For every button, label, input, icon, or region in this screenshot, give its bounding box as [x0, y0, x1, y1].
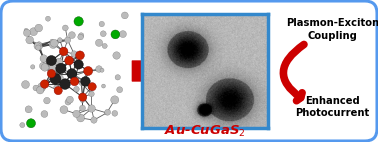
- Point: [76, 63, 82, 66]
- Polygon shape: [132, 49, 163, 93]
- Point: [39, 87, 45, 89]
- Point: [42, 113, 48, 115]
- Point: [51, 78, 57, 80]
- Point: [91, 119, 97, 121]
- Point: [56, 61, 62, 63]
- Point: [65, 39, 71, 41]
- Point: [40, 65, 46, 67]
- Point: [122, 14, 128, 17]
- Point: [88, 93, 94, 95]
- Point: [112, 33, 118, 36]
- Point: [22, 83, 28, 86]
- Point: [42, 66, 48, 69]
- Point: [36, 43, 42, 46]
- Point: [48, 59, 54, 62]
- Text: Enhanced
Photocurrent: Enhanced Photocurrent: [296, 96, 370, 118]
- Point: [99, 23, 105, 25]
- Point: [36, 27, 42, 29]
- Point: [37, 89, 43, 91]
- Point: [61, 108, 67, 111]
- Point: [53, 78, 59, 80]
- Point: [23, 29, 29, 32]
- Point: [112, 112, 118, 114]
- Point: [49, 70, 55, 72]
- Point: [113, 54, 119, 57]
- Text: Plasmon-Exciton
Coupling: Plasmon-Exciton Coupling: [286, 18, 378, 41]
- Point: [27, 39, 33, 41]
- Point: [78, 82, 84, 84]
- Point: [35, 46, 41, 49]
- Point: [112, 99, 118, 101]
- Point: [50, 43, 56, 46]
- Point: [50, 67, 56, 69]
- Point: [57, 77, 63, 80]
- Point: [88, 107, 94, 110]
- Point: [80, 96, 86, 98]
- Point: [62, 83, 68, 85]
- Point: [102, 45, 108, 47]
- Point: [71, 53, 77, 55]
- Point: [73, 88, 79, 90]
- Point: [69, 34, 75, 36]
- Point: [57, 39, 63, 41]
- Point: [66, 59, 72, 62]
- Point: [79, 99, 85, 101]
- Point: [105, 111, 111, 113]
- Point: [69, 72, 75, 75]
- Point: [36, 46, 42, 48]
- Point: [51, 42, 57, 44]
- Point: [70, 75, 76, 77]
- Point: [115, 76, 121, 79]
- Point: [41, 57, 47, 60]
- Point: [89, 85, 95, 88]
- Point: [28, 122, 34, 124]
- Point: [82, 80, 88, 83]
- Point: [55, 89, 61, 92]
- Point: [45, 18, 51, 20]
- Point: [79, 107, 85, 109]
- Point: [60, 50, 67, 53]
- Point: [76, 20, 82, 22]
- Point: [67, 99, 73, 101]
- Point: [48, 72, 54, 75]
- Point: [85, 70, 91, 72]
- Point: [58, 67, 64, 70]
- Point: [71, 80, 77, 83]
- Point: [77, 117, 84, 119]
- Point: [26, 108, 32, 110]
- Point: [77, 54, 83, 57]
- Point: [104, 112, 110, 114]
- Point: [65, 101, 71, 103]
- Point: [47, 58, 53, 60]
- Point: [24, 32, 30, 34]
- Point: [79, 95, 85, 97]
- Point: [99, 69, 105, 71]
- Point: [73, 113, 79, 115]
- Point: [62, 27, 68, 29]
- Point: [34, 45, 40, 47]
- Point: [31, 31, 37, 33]
- Point: [117, 89, 123, 91]
- Point: [42, 83, 48, 85]
- Point: [96, 68, 102, 70]
- Point: [53, 86, 59, 89]
- Point: [77, 36, 84, 38]
- Point: [100, 33, 106, 35]
- Point: [44, 100, 50, 102]
- Point: [96, 42, 102, 44]
- Point: [120, 33, 126, 35]
- Text: Au-CuGaS$_2$: Au-CuGaS$_2$: [164, 124, 246, 139]
- Point: [19, 124, 25, 126]
- Point: [30, 66, 36, 68]
- Point: [78, 34, 84, 36]
- Point: [101, 85, 107, 87]
- Point: [49, 40, 55, 42]
- Point: [33, 87, 39, 89]
- Point: [39, 85, 45, 88]
